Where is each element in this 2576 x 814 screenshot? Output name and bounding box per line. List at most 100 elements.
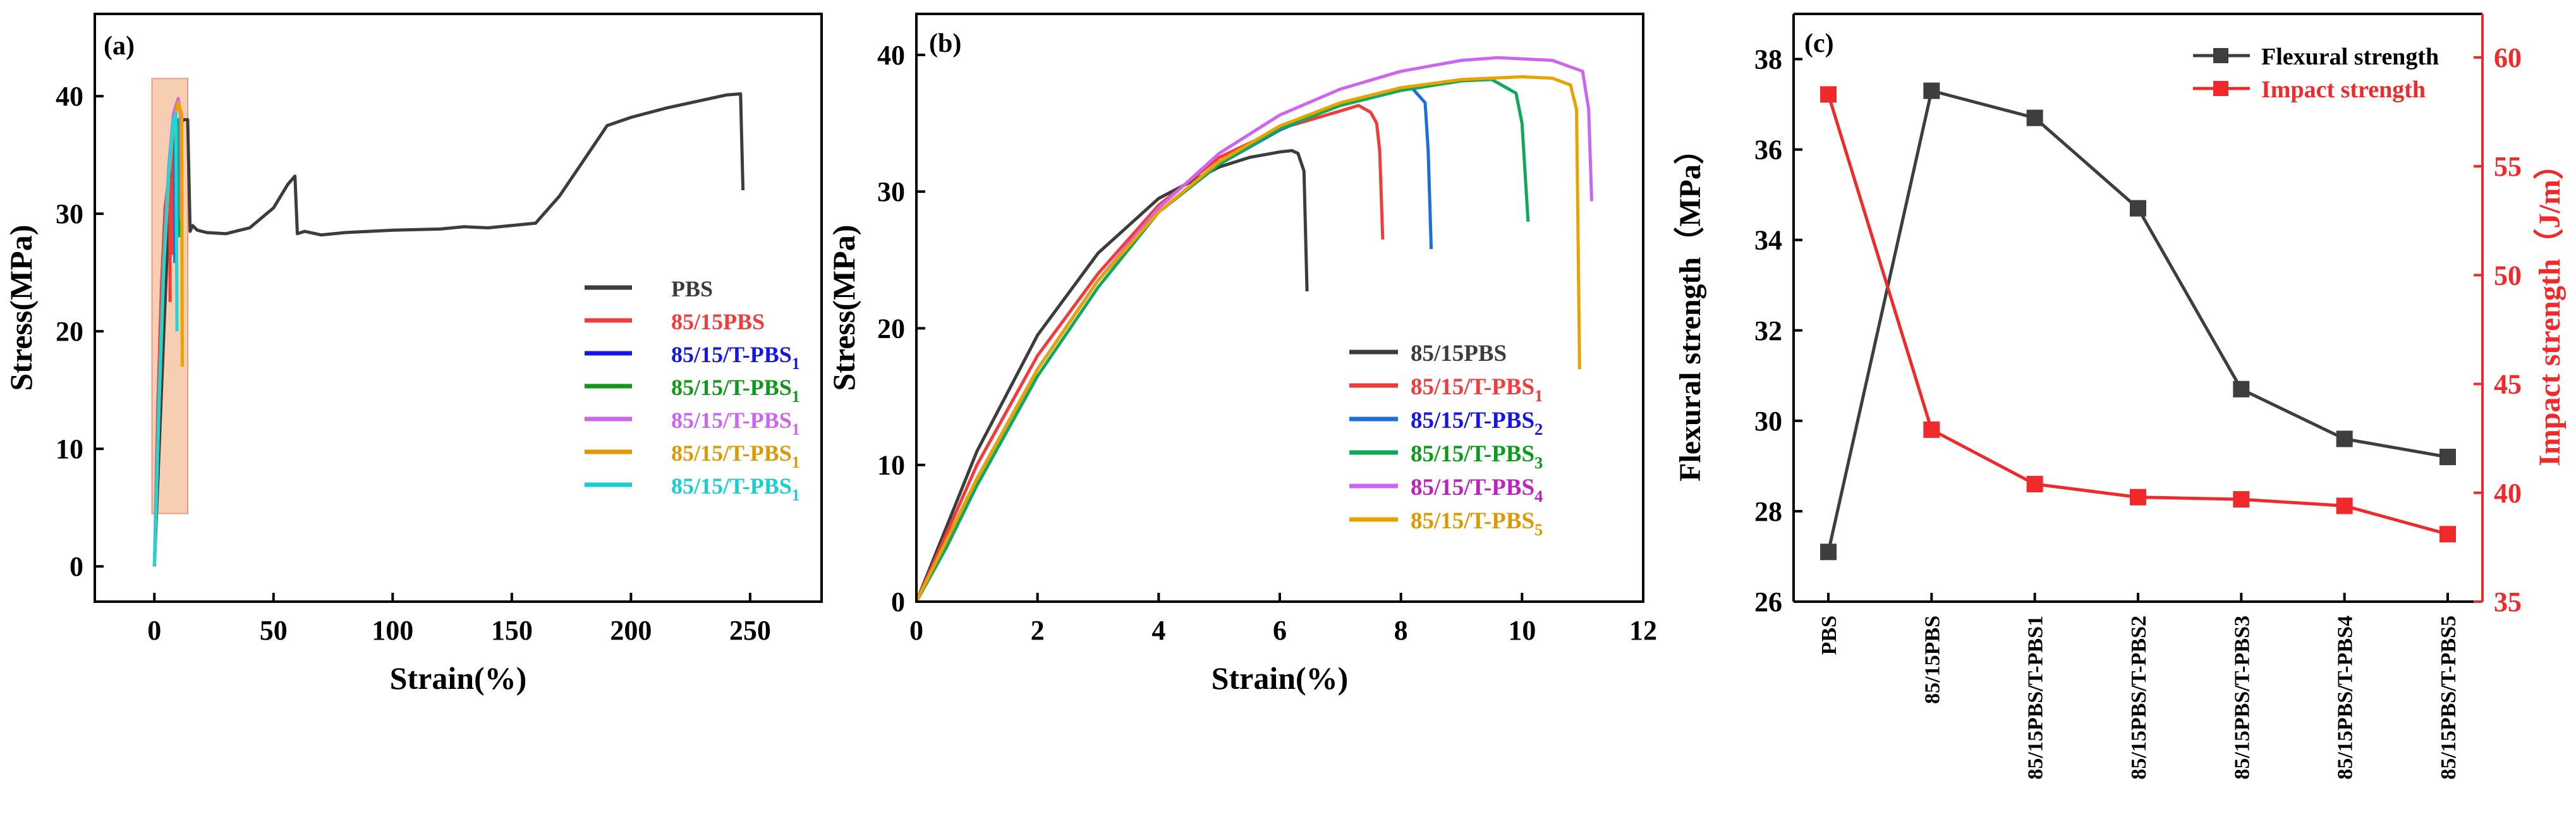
panel-c-y-tick-label-5: 36 xyxy=(1754,135,1782,166)
panel-a-legend-label-6-subscript: 1 xyxy=(792,486,800,504)
panel-c-x-tick-label-2: 85/15PBS/T-PBS1 xyxy=(2024,616,2048,779)
panel-a-legend-label-5-base: 85/15/T-PBS xyxy=(671,440,792,466)
panel-a-legend-label-3-subscript: 1 xyxy=(792,387,800,406)
panel-b-legend-label-5-subscript: 5 xyxy=(1534,520,1543,539)
panel-c-y-tick-label-1: 28 xyxy=(1754,496,1782,527)
panel-c-marker-impact-strength-1-2 xyxy=(2026,476,2043,492)
panel-b-y-tick-label-1: 10 xyxy=(877,450,905,481)
panel-a-y-axis-title: Stress(MPa) xyxy=(3,225,39,391)
panel-b-x-tick-label-3: 6 xyxy=(1273,615,1287,646)
panel-a-legend-label-3: 85/15/T-PBS1 xyxy=(671,375,800,406)
panel-c-y2-tick-label-5: 60 xyxy=(2494,42,2522,73)
panel-c-y-tick-label-6: 38 xyxy=(1754,44,1782,75)
panel-c-letter: (c) xyxy=(1804,29,1834,58)
panel-a-x-tick-label-3: 150 xyxy=(491,615,533,646)
panel-c-marker-flexural-strength-0-4 xyxy=(2233,380,2250,398)
panel-b-y-axis-title: Stress(MPa) xyxy=(826,225,861,391)
panel-b-legend-label-2: 85/15/T-PBS2 xyxy=(1411,408,1543,439)
panel-c-legend-swatch-marker-1 xyxy=(2213,81,2228,96)
panel-b-legend-label-1-subscript: 1 xyxy=(1534,386,1543,405)
panel-a-legend-label-1-base: 85/15PBS xyxy=(671,309,765,334)
panel-a-x-tick-label-1: 50 xyxy=(260,615,288,646)
panel-c-marker-flexural-strength-0-0 xyxy=(1820,544,1837,561)
panel-c-marker-impact-strength-1-6 xyxy=(2439,526,2456,543)
panel-a-legend-label-1: 85/15PBS xyxy=(671,309,765,334)
panel-b-legend-label-3-base: 85/15/T-PBS xyxy=(1411,441,1534,467)
panel-a-legend-label-2-subscript: 1 xyxy=(792,355,800,373)
panel-b-x-tick-label-4: 8 xyxy=(1394,615,1408,646)
panel-a-letter: (a) xyxy=(104,32,135,61)
panel-b-legend-label-4-base: 85/15/T-PBS xyxy=(1411,475,1534,501)
panel-b-x-axis-title: Strain(%) xyxy=(1212,660,1349,696)
panel-b-x-tick-label-6: 12 xyxy=(1629,615,1657,646)
panel-b-legend-label-4-subscript: 4 xyxy=(1534,487,1543,506)
panel-c-x-tick-label-1: 85/15PBS xyxy=(1921,616,1944,704)
panel-b-x-tick-label-2: 4 xyxy=(1151,615,1165,646)
panel-a-legend-label-5-subscript: 1 xyxy=(792,453,800,471)
panel-a-legend-label-4-subscript: 1 xyxy=(792,420,800,439)
panel-a-x-tick-label-2: 100 xyxy=(372,615,413,646)
panel-a-legend-label-2: 85/15/T-PBS1 xyxy=(671,342,800,373)
panel-a-y-tick-label-2: 20 xyxy=(56,316,83,347)
panel-c-y2-tick-label-2: 45 xyxy=(2494,369,2522,400)
panel-b-legend-label-0: 85/15PBS xyxy=(1411,341,1507,367)
panel-c-y2-tick-label-0: 35 xyxy=(2494,586,2522,617)
panel-b-y-tick-label-2: 20 xyxy=(877,313,905,344)
panel-c-y-tick-label-2: 30 xyxy=(1754,406,1782,437)
panel-a-legend-label-4-base: 85/15/T-PBS xyxy=(671,408,792,433)
panel-b-x-tick-label-5: 10 xyxy=(1508,615,1536,646)
panel-c-marker-flexural-strength-0-2 xyxy=(2026,109,2043,126)
panel-b-y-tick-label-3: 30 xyxy=(877,176,905,207)
panel-b-x-tick-label-0: 0 xyxy=(909,615,923,646)
panel-b-x-tick-label-1: 2 xyxy=(1031,615,1045,646)
panel-a-frame xyxy=(94,13,823,603)
panel-b-legend-label-3-subscript: 3 xyxy=(1534,453,1543,472)
panel-c-x-tick-label-3: 85/15PBS/T-PBS2 xyxy=(2127,616,2151,779)
panel-b-legend-label-4: 85/15/T-PBS4 xyxy=(1411,475,1543,506)
panel-a-legend-label-0: PBS xyxy=(671,276,713,301)
panel-b-legend-label-5-base: 85/15/T-PBS xyxy=(1411,508,1534,534)
panel-c-y-axis-title: Flexural strength（MPa） xyxy=(1674,134,1707,482)
panel-b-y-tick-label-0: 0 xyxy=(891,586,905,617)
panel-c-marker-flexural-strength-0-3 xyxy=(2130,200,2146,217)
panel-a-x-axis-title: Strain(%) xyxy=(390,660,527,696)
panel-b-legend-label-5: 85/15/T-PBS5 xyxy=(1411,508,1543,539)
panel-c-y2-tick-label-4: 55 xyxy=(2494,151,2522,182)
panel-c-x-tick-label-5: 85/15PBS/T-PBS4 xyxy=(2334,616,2357,779)
panel-a-legend-label-3-base: 85/15/T-PBS xyxy=(671,375,792,400)
panel-a-x-tick-label-0: 0 xyxy=(147,615,161,646)
panel-c-legend-label-1: Impact strength xyxy=(2261,76,2426,103)
panel-c-marker-impact-strength-1-5 xyxy=(2336,497,2353,514)
panel-a-legend-label-2-base: 85/15/T-PBS xyxy=(671,342,792,367)
panel-a-y-tick-label-0: 0 xyxy=(70,551,83,582)
panel-c-marker-impact-strength-1-3 xyxy=(2130,489,2146,506)
panel-a-y-tick-label-3: 30 xyxy=(56,198,83,229)
panel-c-marker-impact-strength-1-0 xyxy=(1820,86,1837,103)
panel-a-legend-label-4: 85/15/T-PBS1 xyxy=(671,408,800,439)
panel-a-legend-label-5: 85/15/T-PBS1 xyxy=(671,440,800,471)
panel-c-legend-label-0: Flexural strength xyxy=(2261,44,2439,70)
panel-b-line-85-15-t-pbs3-3 xyxy=(914,78,1530,603)
panel-c-y2-tick-label-1: 40 xyxy=(2494,478,2522,509)
panel-c-y-tick-label-4: 34 xyxy=(1754,225,1782,256)
panel-c-marker-flexural-strength-0-1 xyxy=(1923,82,1940,99)
panel-c-marker-flexural-strength-0-5 xyxy=(2336,430,2353,447)
panel-c-legend-swatch-marker-0 xyxy=(2213,48,2228,63)
panel-a-y-tick-label-4: 40 xyxy=(56,81,83,112)
panel-b-y-tick-label-4: 40 xyxy=(877,40,905,71)
panel-b-legend-label-1: 85/15/T-PBS1 xyxy=(1411,374,1543,405)
panel-a-legend-label-0-base: PBS xyxy=(671,276,713,301)
panel-a-line-85-15-t-pbs1-cyan-7 xyxy=(152,112,179,567)
panel-a-y-tick-label-1: 10 xyxy=(56,434,83,465)
panel-b-line-85-15-t-pbs5-5 xyxy=(914,75,1581,603)
panel-a-x-tick-label-5: 250 xyxy=(729,615,771,646)
panel-c-marker-impact-strength-1-4 xyxy=(2233,491,2250,508)
panel-a-legend-label-6: 85/15/T-PBS1 xyxy=(671,473,800,504)
panel-c-x-tick-label-6: 85/15PBS/T-PBS5 xyxy=(2437,616,2460,779)
panel-b-legend-label-1-base: 85/15/T-PBS xyxy=(1411,374,1534,400)
panel-b-legend-label-2-base: 85/15/T-PBS xyxy=(1411,408,1534,434)
panel-b-line-85-15pbs-0 xyxy=(914,149,1309,602)
